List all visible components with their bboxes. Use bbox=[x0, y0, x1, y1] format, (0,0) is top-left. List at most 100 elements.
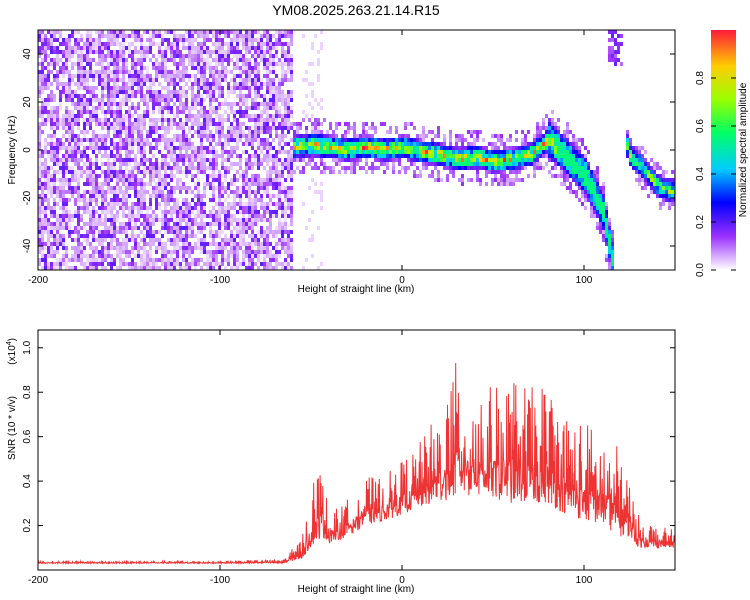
spectrogram-cell bbox=[200, 122, 203, 126]
spectrogram-cell bbox=[176, 234, 179, 238]
spectrogram-cell bbox=[116, 94, 119, 98]
spectrogram-cell bbox=[86, 122, 89, 126]
spectrogram-cell bbox=[566, 142, 569, 146]
spectrogram-cell bbox=[572, 170, 575, 174]
spectrogram-cell bbox=[92, 246, 95, 250]
spectrogram-cell bbox=[38, 34, 41, 38]
spectrogram-cell bbox=[62, 178, 65, 182]
spectrogram-cell bbox=[596, 222, 599, 226]
spectrogram-cell bbox=[338, 138, 341, 142]
spectrogram-cell bbox=[227, 138, 230, 142]
spectrogram-cell bbox=[113, 214, 116, 218]
spectrogram-cell bbox=[245, 190, 248, 194]
spectrogram-cell bbox=[410, 138, 413, 142]
spectrogram-cell bbox=[236, 186, 239, 190]
spectrogram-cell bbox=[437, 134, 440, 138]
spectrogram-cell bbox=[134, 262, 137, 266]
spectrogram-cell bbox=[512, 150, 515, 154]
spectrogram-cell bbox=[146, 218, 149, 222]
spectrogram-cell bbox=[509, 158, 512, 162]
spectrogram-cell bbox=[176, 202, 179, 206]
spectrogram-cell bbox=[230, 218, 233, 222]
spectrogram-cell bbox=[50, 38, 53, 42]
spectrogram-cell bbox=[455, 154, 458, 158]
spectrogram-cell bbox=[455, 142, 458, 146]
spectrogram-cell bbox=[80, 170, 83, 174]
spectrogram-cell bbox=[257, 258, 260, 262]
spectrogram-cell bbox=[116, 142, 119, 146]
spectrogram-cell bbox=[146, 226, 149, 230]
spectrogram-cell bbox=[257, 254, 260, 258]
spectrogram-cell bbox=[179, 38, 182, 42]
spectrogram-cell bbox=[119, 166, 122, 170]
spectrogram-cell bbox=[590, 206, 593, 210]
spectrogram-cell bbox=[89, 218, 92, 222]
spectrogram-cell bbox=[170, 230, 173, 234]
spectrogram-cell bbox=[77, 58, 80, 62]
spectrogram-cell bbox=[101, 122, 104, 126]
spectrogram-cell bbox=[116, 238, 119, 242]
spectrogram-cell bbox=[122, 142, 125, 146]
spectrogram-cell bbox=[170, 226, 173, 230]
spectrogram-cell bbox=[425, 158, 428, 162]
spectrogram-cell bbox=[584, 206, 587, 210]
spectrogram-cell bbox=[110, 218, 113, 222]
spectrogram-cell bbox=[365, 150, 368, 154]
spectrogram-cell bbox=[98, 258, 101, 262]
spectrogram-cell bbox=[50, 50, 53, 54]
spectrogram-cell bbox=[164, 198, 167, 202]
spectrogram-cell bbox=[254, 158, 257, 162]
spectrogram-cell bbox=[167, 202, 170, 206]
spectrogram-cell bbox=[131, 50, 134, 54]
spectrogram-cell bbox=[449, 150, 452, 154]
spectrogram-cell bbox=[449, 154, 452, 158]
spectrogram-cell bbox=[398, 142, 401, 146]
spectrogram-cell bbox=[284, 178, 287, 182]
spectrogram-cell bbox=[185, 46, 188, 50]
spectrogram-cell bbox=[263, 142, 266, 146]
spectrogram-cell bbox=[389, 150, 392, 154]
spectrogram-cell bbox=[221, 182, 224, 186]
spectrogram-cell bbox=[263, 254, 266, 258]
spectrogram-cell bbox=[209, 106, 212, 110]
spectrogram-cell bbox=[239, 234, 242, 238]
spectrogram-cell bbox=[200, 218, 203, 222]
spectrogram-cell bbox=[281, 246, 284, 250]
spectrogram-cell bbox=[146, 258, 149, 262]
spectrogram-cell bbox=[260, 130, 263, 134]
spectrogram-cell bbox=[239, 222, 242, 226]
spectrogram-cell bbox=[122, 78, 125, 82]
spectrogram-cell bbox=[212, 262, 215, 266]
spectrogram-cell bbox=[143, 54, 146, 58]
spectrogram-cell bbox=[194, 78, 197, 82]
spectrogram-cell bbox=[242, 110, 245, 114]
spectrogram-cell bbox=[275, 194, 278, 198]
spectrogram-cell bbox=[254, 138, 257, 142]
spectrogram-cell bbox=[476, 130, 479, 134]
spectrogram-cell bbox=[302, 134, 305, 138]
spectrogram-cell bbox=[170, 174, 173, 178]
spectrogram-cell bbox=[101, 222, 104, 226]
spectrogram-cell bbox=[68, 110, 71, 114]
spectrogram-cell bbox=[257, 266, 260, 270]
spectrogram-cell bbox=[215, 234, 218, 238]
spectrogram-cell bbox=[296, 126, 299, 130]
spectrogram-cell bbox=[89, 162, 92, 166]
spectrogram-cell bbox=[269, 86, 272, 90]
spectrogram-cell bbox=[215, 258, 218, 262]
spectrogram-cell bbox=[272, 90, 275, 94]
spectrogram-cell bbox=[266, 202, 269, 206]
spectrogram-cell bbox=[104, 206, 107, 210]
spectrogram-cell bbox=[128, 82, 131, 86]
spectrogram-cell bbox=[254, 134, 257, 138]
spectrogram-cell bbox=[260, 54, 263, 58]
spectrogram-cell bbox=[143, 78, 146, 82]
spectrogram-cell bbox=[269, 242, 272, 246]
spectrogram-cell bbox=[143, 170, 146, 174]
spectrogram-cell bbox=[164, 118, 167, 122]
spectrogram-cell bbox=[269, 170, 272, 174]
spectrogram-cell bbox=[344, 170, 347, 174]
spectrogram-cell bbox=[392, 154, 395, 158]
spectrogram-cell bbox=[350, 170, 353, 174]
spectrogram-cell bbox=[557, 118, 560, 122]
